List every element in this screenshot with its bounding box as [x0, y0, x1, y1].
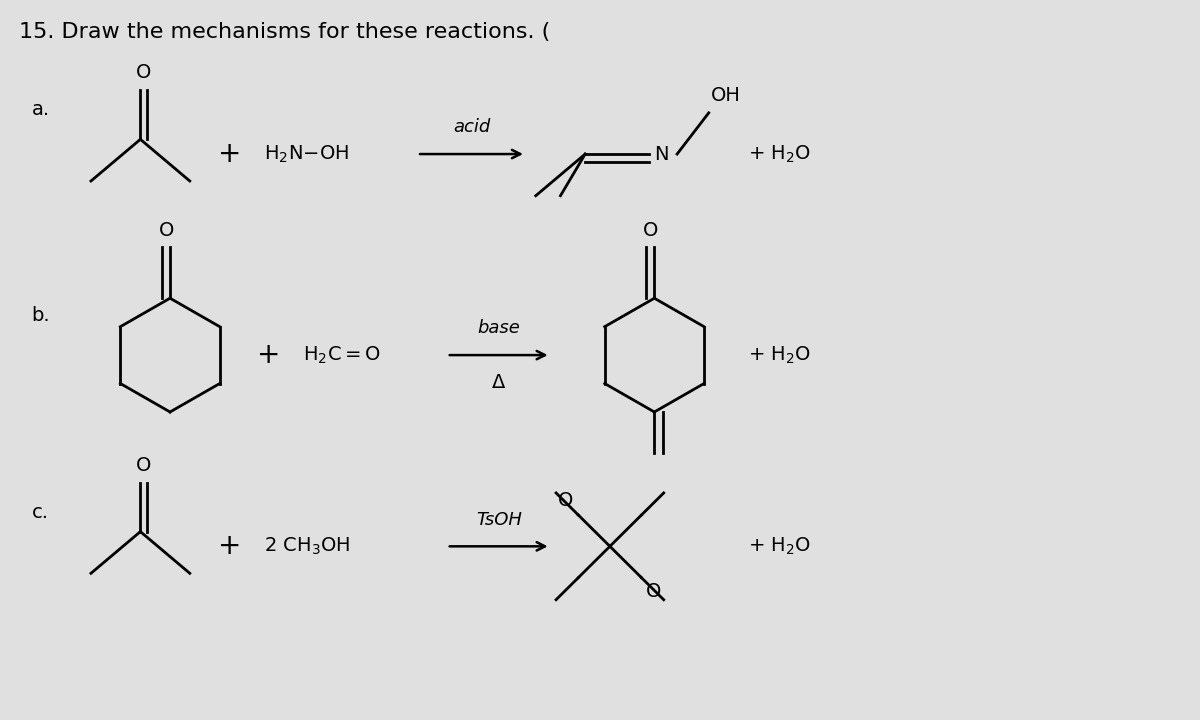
Text: O: O	[647, 582, 661, 601]
Text: a.: a.	[31, 100, 49, 120]
Text: $+\ \mathrm{H_2O}$: $+\ \mathrm{H_2O}$	[749, 143, 811, 165]
Text: $\mathrm{H_2C{=}O}$: $\mathrm{H_2C{=}O}$	[304, 344, 382, 366]
Text: N: N	[654, 145, 668, 163]
Text: +: +	[217, 532, 241, 560]
Text: +: +	[257, 341, 281, 369]
Text: TsOH: TsOH	[475, 510, 522, 528]
Text: acid: acid	[452, 118, 490, 136]
Text: $+\ \mathrm{H_2O}$: $+\ \mathrm{H_2O}$	[749, 536, 811, 557]
Text: $+\ \mathrm{H_2O}$: $+\ \mathrm{H_2O}$	[749, 344, 811, 366]
Text: base: base	[478, 320, 520, 338]
Text: O: O	[558, 491, 574, 510]
Text: O: O	[643, 221, 658, 240]
Text: c.: c.	[31, 503, 49, 521]
Text: 15. Draw the mechanisms for these reactions. (: 15. Draw the mechanisms for these reacti…	[19, 22, 550, 42]
Text: $2\ \mathrm{CH_3OH}$: $2\ \mathrm{CH_3OH}$	[264, 536, 350, 557]
Text: Δ: Δ	[492, 373, 505, 392]
Text: $\mathrm{H_2N{-}OH}$: $\mathrm{H_2N{-}OH}$	[264, 143, 349, 165]
Text: O: O	[136, 63, 151, 83]
Text: O: O	[158, 221, 174, 240]
Text: O: O	[136, 456, 151, 474]
Text: +: +	[217, 140, 241, 168]
Text: OH: OH	[710, 86, 740, 105]
Text: b.: b.	[31, 307, 50, 325]
